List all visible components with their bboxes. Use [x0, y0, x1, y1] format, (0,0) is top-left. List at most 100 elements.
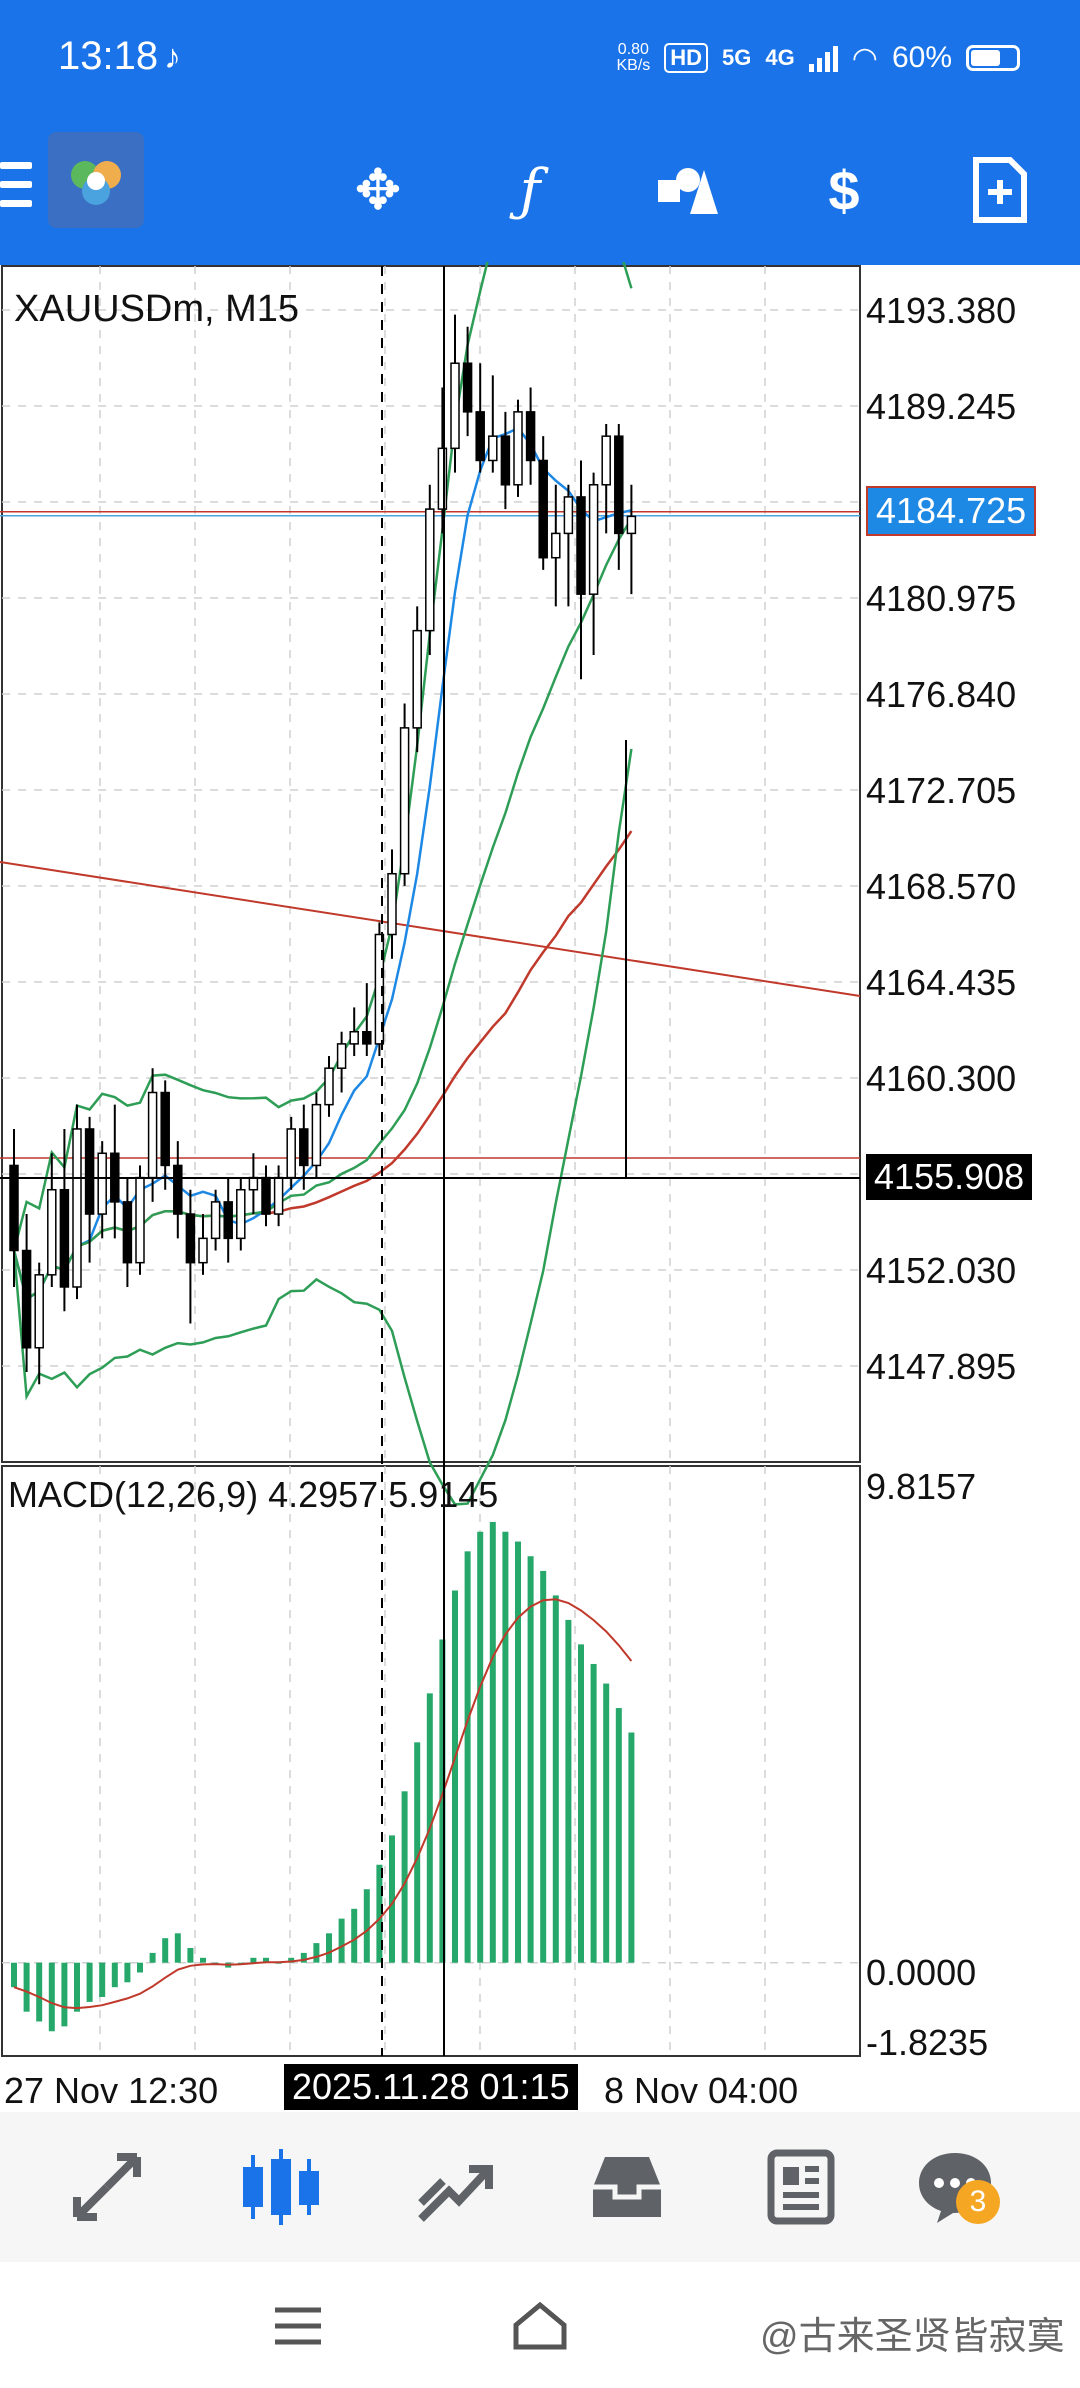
chart-icon[interactable] [236, 2142, 326, 2232]
price-label: 4160.300 [866, 1058, 1017, 1099]
candle-body [299, 1128, 309, 1167]
candle-body [261, 1176, 271, 1215]
recents-icon[interactable] [258, 2286, 338, 2366]
macd-bar [615, 1708, 622, 1963]
candle-body [72, 1128, 82, 1288]
candle-body [513, 411, 523, 486]
price-label: 4168.570 [866, 866, 1017, 907]
candle-body [601, 435, 611, 486]
candle-body [97, 1152, 107, 1215]
macd-bar [628, 1732, 635, 1963]
macd-bar [187, 1948, 194, 1963]
macd-scale-label: 0.0000 [866, 1952, 977, 1993]
price-label: 4172.705 [866, 770, 1017, 811]
top-app-bar: 13:18 ♪ 0.80 KB/s HD 5G 4G ◠ 60% [0, 0, 1080, 265]
net-5g-label: 5G [722, 45, 752, 70]
chart-toolbar: ✥ ƒ $ [0, 120, 1080, 260]
crosshair-price-tag: 4155.908 [866, 1154, 1033, 1200]
price-label: 4193.380 [866, 290, 1017, 331]
candle-body [34, 1274, 44, 1349]
new-order-icon[interactable] [960, 150, 1040, 230]
battery-text: 60% [891, 41, 952, 74]
macd-bar [489, 1521, 496, 1963]
candle-body [387, 872, 397, 936]
history-icon[interactable] [582, 2142, 672, 2232]
trade-icon[interactable] [408, 2142, 498, 2232]
status-time: 13:18 [58, 34, 159, 78]
candle-body [160, 1091, 170, 1167]
macd-bar [36, 1962, 43, 2022]
candle-body [488, 435, 498, 462]
price-pane-frame [1, 265, 861, 1463]
price-chart[interactable] [0, 262, 1080, 2112]
candle-body [223, 1201, 233, 1240]
macd-bar [540, 1570, 547, 1963]
macd-bar [162, 1938, 169, 1963]
candle-body [311, 1103, 322, 1167]
candle-body [412, 629, 422, 729]
candle-body [9, 1164, 19, 1252]
candle-body [374, 933, 385, 1045]
macd-bar [313, 1943, 320, 1963]
candle-body [248, 1176, 259, 1191]
macd-bar [86, 1962, 93, 2002]
macd-signal-line [13, 1598, 633, 2010]
candle-body [236, 1188, 246, 1240]
bollinger-lower [12, 748, 633, 1506]
macd-bar [338, 1918, 345, 1963]
news-icon[interactable] [756, 2142, 846, 2232]
metatrader-logo[interactable] [48, 132, 144, 228]
home-icon[interactable] [500, 2286, 580, 2366]
candle-body [198, 1237, 208, 1264]
candle-body [349, 1030, 359, 1045]
candle-body [462, 362, 473, 413]
macd-bar [200, 1957, 206, 1963]
macd-bar [23, 1962, 30, 2012]
candle-body [273, 1176, 284, 1215]
quotes-icon[interactable] [62, 2142, 152, 2232]
wifi-icon: ◠ [851, 41, 878, 75]
signal-icon [808, 44, 838, 72]
macd-scale-label: 9.8157 [866, 1466, 977, 1507]
macd-bar [137, 1962, 143, 1973]
messages-badge: 3 [956, 2180, 1000, 2224]
battery-icon [966, 45, 1020, 71]
candle-body [135, 1176, 145, 1264]
candle-body [437, 447, 448, 510]
crosshair-time-tag: 2025.11.28 01:15 [284, 2064, 578, 2110]
net-speed: 0.80 KB/s [616, 41, 651, 74]
candle-body [399, 727, 410, 875]
candle-body [563, 496, 574, 535]
macd-bar [464, 1551, 471, 1963]
watermark: @古来圣贤皆寂寞 [760, 2316, 1065, 2358]
candle-body [324, 1067, 334, 1106]
hamburger-icon[interactable] [0, 162, 32, 218]
indicator-f-icon[interactable]: ƒ [519, 157, 541, 223]
system-nav [0, 2262, 1080, 2388]
macd-scale-label: -1.8235 [866, 2022, 989, 2063]
macd-bar [263, 1957, 269, 1963]
macd-bar [288, 1957, 295, 1963]
candle-body [185, 1213, 196, 1264]
time-label: 8 Nov 04:00 [604, 2070, 799, 2111]
crosshair-move-icon[interactable]: ✥ [354, 158, 402, 221]
macd-bar [603, 1683, 610, 1963]
price-label: 4180.975 [866, 578, 1017, 619]
hd-icon: HD [664, 43, 709, 73]
candle-body [475, 411, 485, 462]
tiktok-icon: ♪ [164, 38, 181, 76]
macd-bar [48, 1962, 55, 2032]
macd-bar [578, 1644, 584, 1963]
candle-body [450, 362, 460, 450]
trade-dollar-icon[interactable]: $ [828, 158, 860, 222]
candle-body [147, 1091, 158, 1179]
macd-bar [326, 1933, 332, 1963]
macd-bar [452, 1590, 458, 1963]
candle-body [576, 496, 586, 595]
candle-body [500, 435, 511, 486]
macd-bar [389, 1835, 395, 1963]
candle-body [286, 1128, 296, 1179]
objects-icon[interactable] [648, 150, 728, 230]
price-label: 4152.030 [866, 1250, 1017, 1291]
candle-body [626, 515, 637, 535]
